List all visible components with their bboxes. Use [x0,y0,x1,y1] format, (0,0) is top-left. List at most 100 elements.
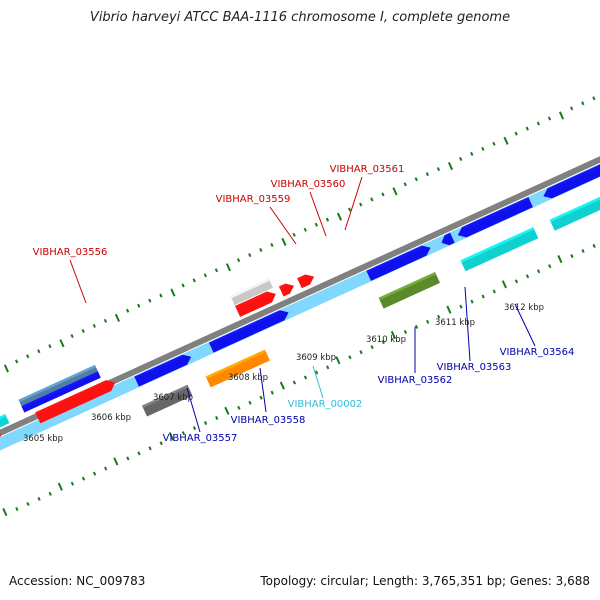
tick-mark-inner [414,324,419,329]
tick-mark-inner [314,370,319,375]
tick-mark-inner [192,426,197,431]
tick-mark-outer [425,172,429,177]
tick-mark-outer [459,156,463,161]
leader-VIBHAR_03563 [464,286,471,362]
gene-VIBHAR_03556-red-highlight [35,380,108,415]
gene-VIBHAR_03557-highlight [142,384,189,408]
gene-label-VIBHAR_03562: VIBHAR_03562 [378,375,453,386]
topology-summary: Topology: circular; Length: 3,765,351 bp… [260,574,590,588]
tick-mark-outer [114,313,121,322]
tick-mark-inner [2,507,8,517]
scale-label: 3605 kbp [23,434,63,444]
gene-label-VIBHAR_03557: VIBHAR_03557 [163,433,238,444]
tick-mark-inner [137,451,141,456]
tick-mark-inner [370,345,374,350]
tick-mark-inner [548,264,552,269]
tick-mark-outer [214,268,219,273]
tick-mark-inner [203,421,208,426]
tick-mark-outer [447,162,454,171]
tick-mark-outer [259,248,263,253]
tick-mark-outer [225,263,232,272]
gene-VIBHAR_03563-cyan [460,227,539,272]
leader-VIBHAR_03558 [259,367,267,413]
gene-VIBHAR_03559-highlight [235,291,268,309]
tick-mark-outer [59,339,65,348]
tick-mark-inner [126,456,130,461]
tick-mark-inner [57,482,63,491]
gene-VIBHAR_03564-cyan-highlight [549,196,600,222]
tick-mark-inner [492,289,496,294]
tick-mark-outer [348,207,352,212]
tick-mark-inner [270,390,274,395]
tick-mark-outer [37,349,41,354]
gene-VIBHAR_03560-highlight [279,283,287,289]
accession-label: Accession: NC_009783 [9,574,146,588]
tick-mark-outer [292,232,296,237]
gene-VIBHAR_03559 [235,291,276,317]
tick-layer [2,96,596,517]
gene-VIBHAR_03562-track [366,245,431,281]
tick-mark-outer [181,283,185,288]
tick-mark-inner [481,294,485,299]
tick-mark-outer [325,217,330,222]
tick-mark-outer [470,151,474,156]
gene-VIBHAR_03556-lower-highlight [21,371,99,409]
gene-small-track [441,232,455,246]
tick-mark-outer [370,197,374,202]
tick-mark-inner [48,491,52,496]
gene-small-track-highlight [444,232,452,238]
label-layer: 3605 kbp 3606 kbp 3607 kbp 3608 kbp 3609 kbp… [23,164,574,444]
gene-VIBHAR_03556-red [35,380,116,424]
tick-mark-outer [381,192,385,197]
scale-label: 3607 kbp [153,393,193,403]
tick-mark-outer [536,121,541,126]
gene-VIBHAR_03559-gray-highlight [230,278,270,299]
tick-mark-outer [336,212,343,221]
tick-mark-outer [403,182,407,187]
tick-mark-outer [137,303,141,308]
tick-mark-inner [292,380,297,385]
tick-mark-outer [192,278,196,283]
tick-mark-inner [224,406,230,415]
gene-label-VIBHAR_03564: VIBHAR_03564 [500,347,575,358]
tick-mark-outer [414,177,418,182]
tick-mark-outer [248,253,252,258]
gene-label-VIBHAR_03558: VIBHAR_03558 [231,415,306,426]
gene-label-VIBHAR_00002: VIBHAR_00002 [288,399,363,410]
gene-VIBHAR_03563-track-highlight [461,197,530,230]
tick-mark-outer [70,334,74,339]
tick-mark-outer [436,167,441,172]
tick-mark-inner [159,441,163,446]
tick-mark-inner [381,340,385,345]
tick-mark-inner [37,496,41,501]
gene-VIBHAR_03563-track [457,197,533,238]
tick-mark-outer [492,141,496,146]
tick-mark-outer [125,308,130,313]
gene-VIBHAR_03557-track-highlight [134,354,184,379]
tick-mark-outer [314,222,318,227]
tick-mark-inner [326,365,330,370]
leader-VIBHAR_03560 [309,191,327,237]
leader-VIBHAR_03559 [269,206,297,245]
tick-mark-inner [259,395,263,400]
gene-VIBHAR_03562-olive-highlight [378,272,437,300]
tick-mark-inner [113,457,119,466]
tick-mark-inner [348,355,352,360]
leader-layer [69,176,536,433]
tick-mark-outer [392,187,398,196]
tick-mark-inner [335,356,341,365]
tick-mark-outer [359,202,363,207]
tick-mark-outer [514,131,518,136]
tick-mark-inner [168,432,174,441]
gene-label-VIBHAR_03561: VIBHAR_03561 [330,164,405,175]
tick-mark-outer [103,318,108,323]
gene-VIBHAR_00002 [205,349,270,388]
tick-mark-outer [581,101,585,106]
tick-mark-inner [81,476,86,481]
gene-VIBHAR_00002-highlight [205,349,266,379]
map-title: Vibrio harveyi ATCC BAA-1116 chromosome … [89,10,511,25]
scale-label: 3611 kbp [435,318,475,328]
gene-VIBHAR_03559-gray [230,278,273,306]
tick-mark-outer [170,288,176,297]
